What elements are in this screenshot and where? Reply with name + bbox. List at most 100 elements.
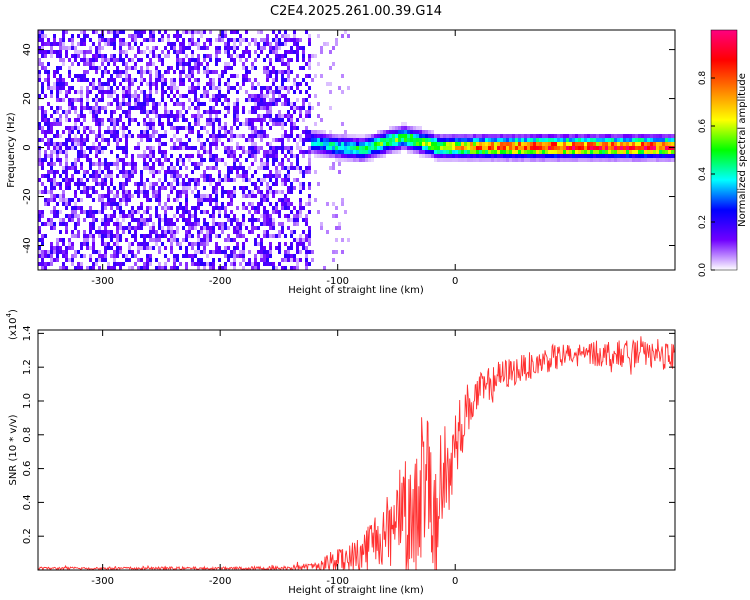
heatmap-cell [299, 138, 302, 142]
heatmap-cell [224, 246, 227, 250]
heatmap-cell [143, 150, 146, 154]
heatmap-cell [185, 118, 188, 122]
heatmap-cell [452, 142, 455, 146]
heatmap-cell [341, 146, 344, 150]
heatmap-cell [116, 142, 119, 146]
heatmap-cell [365, 158, 368, 162]
heatmap-cell [446, 134, 449, 138]
heatmap-cell [275, 206, 278, 210]
heatmap-cell [248, 166, 251, 170]
heatmap-cell [176, 190, 179, 194]
heatmap-cell [164, 30, 167, 34]
heatmap-cell [104, 254, 107, 258]
heatmap-cell [53, 34, 56, 38]
heatmap-cell [74, 50, 77, 54]
heatmap-cell [419, 138, 422, 142]
heatmap-cell [65, 158, 68, 162]
heatmap-cell [299, 190, 302, 194]
heatmap-cell [98, 198, 101, 202]
heatmap-cell [320, 50, 323, 54]
heatmap-cell [299, 110, 302, 114]
heatmap-cell [77, 218, 80, 222]
heatmap-cell [89, 66, 92, 70]
heatmap-cell [86, 94, 89, 98]
heatmap-cell [137, 242, 140, 246]
heatmap-cell [98, 210, 101, 214]
heatmap-cell [62, 266, 65, 270]
heatmap-cell [500, 134, 503, 138]
heatmap-cell [275, 50, 278, 54]
heatmap-cell [56, 146, 59, 150]
heatmap-cell [125, 74, 128, 78]
heatmap-cell [92, 54, 95, 58]
heatmap-cell [662, 146, 665, 150]
heatmap-cell [194, 118, 197, 122]
heatmap-cell [596, 154, 599, 158]
heatmap-cell [65, 258, 68, 262]
heatmap-cell [545, 158, 548, 162]
heatmap-cell [161, 226, 164, 230]
heatmap-cell [287, 170, 290, 174]
heatmap-cell [281, 118, 284, 122]
heatmap-cell [665, 158, 668, 162]
heatmap-cell [242, 146, 245, 150]
heatmap-cell [299, 170, 302, 174]
heatmap-cell [185, 30, 188, 34]
heatmap-cell [335, 146, 338, 150]
heatmap-cell [467, 158, 470, 162]
heatmap-cell [521, 150, 524, 154]
heatmap-cell [269, 102, 272, 106]
heatmap-cell [80, 146, 83, 150]
heatmap-cell [563, 158, 566, 162]
heatmap-cell [95, 170, 98, 174]
heatmap-cell [167, 194, 170, 198]
heatmap-cell [644, 134, 647, 138]
heatmap-cell [332, 146, 335, 150]
heatmap-cell [374, 138, 377, 142]
heatmap-cell [113, 42, 116, 46]
heatmap-cell [122, 38, 125, 42]
heatmap-cell [203, 242, 206, 246]
heatmap-cell [335, 250, 338, 254]
heatmap-cell [65, 142, 68, 146]
heatmap-cell [278, 242, 281, 246]
heatmap-cell [107, 202, 110, 206]
heatmap-cell [182, 42, 185, 46]
heatmap-cell [167, 94, 170, 98]
heatmap-cell [263, 66, 266, 70]
heatmap-cell [308, 42, 311, 46]
heatmap-cell [242, 62, 245, 66]
heatmap-cell [227, 138, 230, 142]
heatmap-cell [473, 150, 476, 154]
heatmap-cell [215, 58, 218, 62]
heatmap-cell [41, 266, 44, 270]
heatmap-cell [44, 134, 47, 138]
heatmap-cell [173, 46, 176, 50]
heatmap-cell [254, 194, 257, 198]
heatmap-cell [233, 194, 236, 198]
heatmap-cell [602, 150, 605, 154]
heatmap-cell [83, 174, 86, 178]
heatmap-cell [140, 234, 143, 238]
heatmap-cell [404, 122, 407, 126]
heatmap-cell [608, 142, 611, 146]
heatmap-cell [308, 198, 311, 202]
heatmap-cell [236, 206, 239, 210]
heatmap-cell [80, 210, 83, 214]
heatmap-cell [338, 86, 341, 90]
heatmap-cell [56, 142, 59, 146]
heatmap-cell [557, 134, 560, 138]
heatmap-cell [143, 122, 146, 126]
heatmap-cell [200, 194, 203, 198]
heatmap-cell [215, 250, 218, 254]
heatmap-cell [92, 30, 95, 34]
heatmap-cell [86, 58, 89, 62]
heatmap-cell [398, 126, 401, 130]
heatmap-cell [113, 34, 116, 38]
heatmap-cell [284, 122, 287, 126]
heatmap-cell [440, 146, 443, 150]
heatmap-cell [74, 58, 77, 62]
heatmap-cell [599, 158, 602, 162]
heatmap-cell [185, 238, 188, 242]
heatmap-cell [62, 82, 65, 86]
